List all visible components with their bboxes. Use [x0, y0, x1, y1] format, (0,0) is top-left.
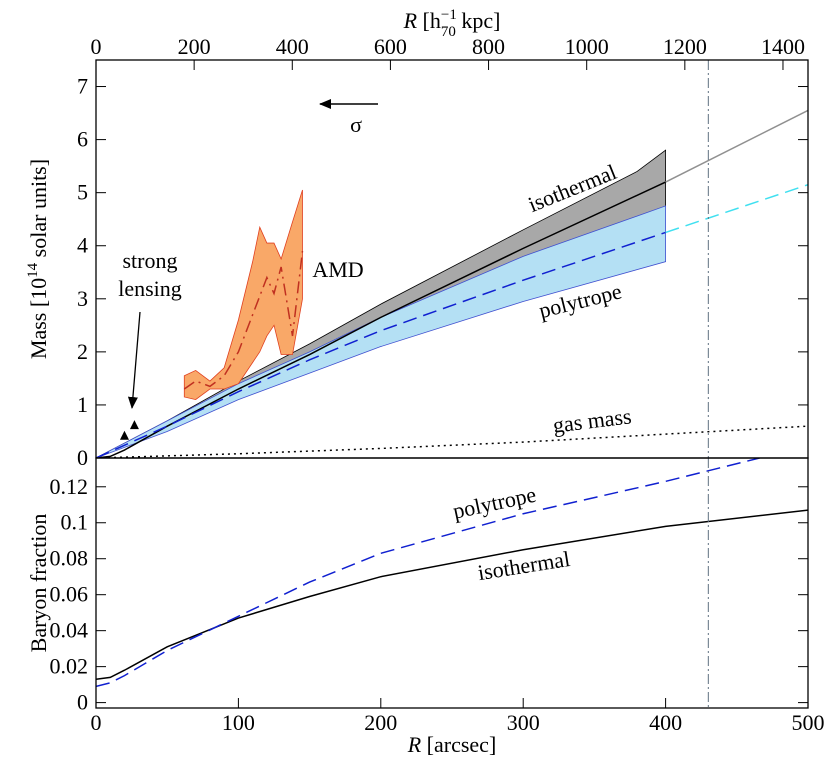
annotation: isothermal: [476, 546, 572, 585]
lensing-arrow: [127, 311, 141, 409]
band: [96, 205, 666, 458]
line: [96, 181, 666, 458]
line: [665, 183, 808, 234]
x2-axis-label-part: R: [403, 8, 418, 33]
annotation: σ: [350, 112, 362, 137]
x-tick-label: 200: [364, 710, 397, 735]
triangle-marker: [129, 420, 139, 430]
annotation: polytrope: [451, 482, 539, 524]
annotation: AMD: [312, 257, 363, 282]
line: [96, 425, 808, 458]
line: [665, 109, 808, 183]
annotation: gas mass: [551, 403, 632, 437]
x-tick-label: 100: [222, 710, 255, 735]
y-axis-label-part: solar units]: [26, 159, 51, 263]
y-tick-label: 0.02: [50, 654, 89, 679]
y-tick-label: 4: [77, 233, 88, 258]
x-tick-label: 1400: [761, 34, 805, 59]
plot-frame: [95, 457, 809, 709]
x-axis-label-part: [arcsec]: [421, 732, 496, 757]
x2-axis-label-part: −1: [441, 7, 457, 23]
y-axis-label-part: Mass [10: [26, 278, 51, 359]
line: [96, 231, 666, 458]
x2-axis-label-part: kpc]: [456, 8, 501, 33]
y-axis-label: Baryon fraction: [26, 514, 51, 653]
y-tick-label: 0.1: [61, 510, 89, 535]
y-tick-label: 1: [77, 392, 88, 417]
x-tick-label: 300: [507, 710, 540, 735]
y-axis-label: Mass [1014 solar units]: [25, 159, 51, 359]
annotation: lensing: [118, 276, 182, 301]
y-tick-label: 5: [77, 180, 88, 205]
x-tick-label: 0: [91, 34, 102, 59]
x-tick-label: 200: [178, 34, 211, 59]
plot-frame: [95, 59, 809, 459]
y-tick-label: 0.06: [50, 582, 89, 607]
line: [96, 458, 760, 688]
x-axis-label: R [arcsec]: [407, 732, 497, 757]
y-tick-label: 6: [77, 127, 88, 152]
y-tick-label: 3: [77, 286, 88, 311]
x-tick-label: 500: [792, 710, 825, 735]
x-axis-label-part: R: [407, 732, 422, 757]
y-tick-label: 0.12: [50, 474, 89, 499]
line: [96, 509, 808, 680]
x-tick-label: 600: [374, 34, 407, 59]
x2-axis-label: R [h−1 70 kpc]: [403, 7, 501, 40]
y-tick-label: 0: [77, 690, 88, 715]
x2-axis-label-part: 70: [441, 24, 456, 40]
panel: [96, 60, 808, 458]
x2-axis-label-part: [h: [417, 8, 441, 33]
y-tick-label: 0.04: [50, 618, 89, 643]
x-tick-label: 1000: [565, 34, 609, 59]
x-tick-label: 400: [649, 710, 682, 735]
x-tick-label: 800: [472, 34, 505, 59]
plot-layer: [96, 60, 808, 708]
y-tick-label: 0.08: [50, 546, 89, 571]
y-tick-label: 2: [77, 339, 88, 364]
annotation: strong: [123, 248, 178, 273]
x-tick-label: 400: [276, 34, 309, 59]
line: [183, 250, 304, 390]
x-tick-label: 1200: [663, 34, 707, 59]
triangle-marker: [119, 430, 129, 440]
band: [183, 189, 303, 401]
y-tick-label: 0: [77, 445, 88, 470]
y-tick-label: 7: [77, 74, 88, 99]
x-tick-label: 0: [91, 710, 102, 735]
y-axis-label-part: 14: [25, 262, 41, 278]
panel: [96, 458, 808, 708]
